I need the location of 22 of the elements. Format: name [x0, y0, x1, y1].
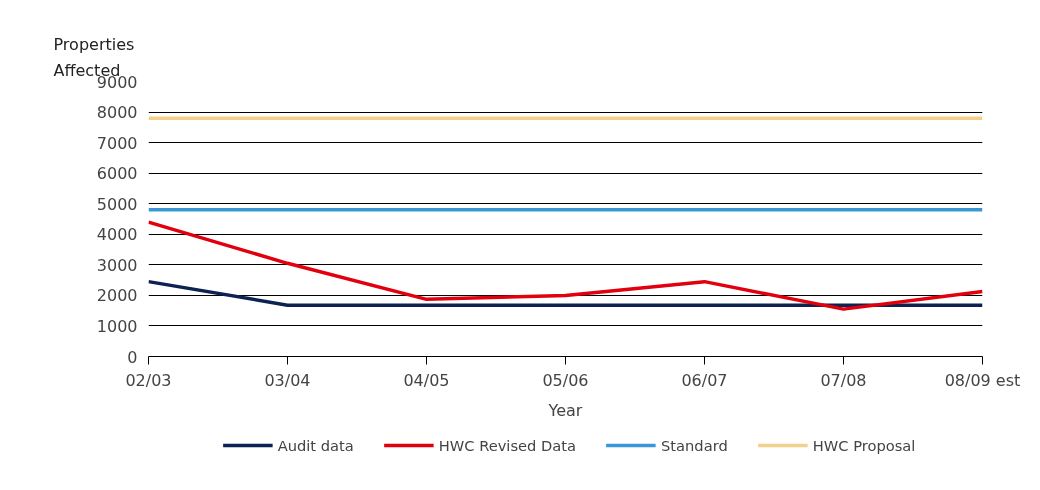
line-series — [148, 220, 983, 311]
x-axis-title: Year — [547, 400, 583, 420]
y-tick-label: 2000 — [96, 286, 138, 306]
y-tick-label: 6000 — [96, 164, 138, 184]
y-tick-label: 8000 — [96, 103, 138, 123]
x-tick-label: 07/08 — [820, 370, 867, 390]
y-tick-label: 3000 — [96, 255, 138, 275]
x-tick-label: 08/09 est — [944, 370, 1021, 390]
y-tick-label: 4000 — [96, 225, 138, 245]
y-tick-label: 7000 — [96, 133, 138, 153]
y-tick-label: 0 — [127, 347, 138, 367]
legend-label: HWC Revised Data — [438, 436, 577, 454]
x-tick-label: 05/06 — [542, 370, 589, 390]
legend-label: Standard — [661, 436, 728, 454]
y-tick-label: 1000 — [96, 316, 138, 336]
x-tick-label: 03/04 — [264, 370, 311, 390]
legend-label: Audit data — [277, 436, 354, 454]
x-tick-label: 06/07 — [681, 370, 728, 390]
x-tick-label: 04/05 — [403, 370, 450, 390]
legend-label: HWC Proposal — [812, 436, 916, 454]
x-tick-label: 02/03 — [125, 370, 172, 390]
y-tick-label: 5000 — [96, 194, 138, 214]
